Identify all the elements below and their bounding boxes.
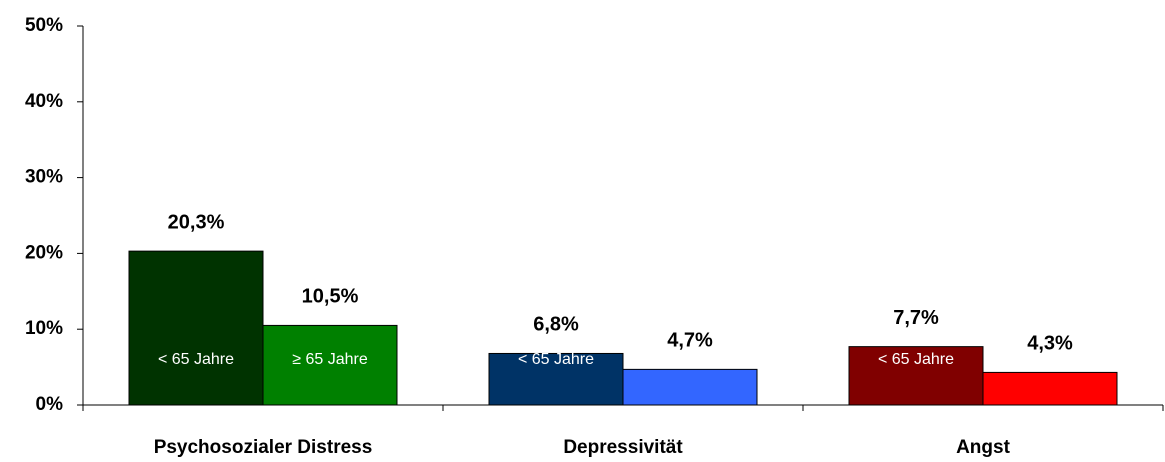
y-tick-label: 40% [25,91,63,112]
bar-series-label: ≥ 65 Jahre [652,351,728,368]
y-tick-label: 20% [25,242,63,263]
bar [262,324,398,406]
y-tick-label: 10% [25,318,63,339]
y-tick-label: 50% [25,15,63,36]
value-label: 10,5% [302,286,359,308]
value-label: 7,7% [893,307,939,329]
x-tick-label: Angst [956,437,1011,458]
y-tick-label: 0% [36,394,64,415]
y-tick-label: 30% [25,167,63,188]
x-tick-label: Depressivität [563,437,683,458]
bar-series-label: < 65 Jahre [878,351,954,368]
bar-series-label: ≥ 65 Jahre [1012,351,1088,368]
bar [982,371,1118,406]
bar [848,346,984,406]
bar [622,368,758,406]
value-label: 4,3% [1027,333,1073,355]
bar-series-label: ≥ 65 Jahre [292,351,368,368]
bar [488,352,624,406]
bar-series-label: < 65 Jahre [158,351,234,368]
value-label: 4,7% [667,330,713,352]
value-label: 20,3% [168,211,225,233]
x-tick-label: Psychosozialer Distress [154,437,373,458]
bar-series-label: < 65 Jahre [518,351,594,368]
bar [128,250,264,406]
value-label: 6,8% [533,314,579,336]
